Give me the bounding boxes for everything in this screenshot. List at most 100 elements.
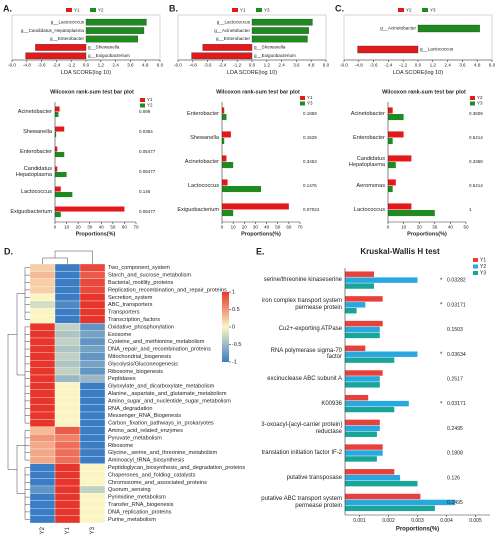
category-label: Enterobacter (19, 148, 52, 155)
bar (345, 376, 380, 382)
category-label: RNA polymerase sigma-70 factor (270, 347, 342, 361)
x-tick-label: 40 (264, 225, 270, 230)
bar (55, 112, 59, 118)
row-label: Peptidoglycan_biosynthesis_and_degradati… (108, 465, 245, 471)
colorbar-label: -1 (232, 359, 237, 365)
bar (388, 210, 435, 217)
bar (345, 283, 374, 289)
x-tick-label: 30 (253, 225, 259, 230)
colorbar (222, 292, 229, 362)
row-label: Alanine,_aspartate_and_glutamate_metabol… (108, 391, 227, 397)
heatmap-cell (29, 337, 56, 346)
x-axis-label: Proportions(%) (396, 527, 439, 533)
x-tick-label: -1.2 (399, 63, 407, 68)
category-label-box: Lactococcus (354, 207, 385, 213)
p-value: 0.05477 (139, 209, 156, 214)
lda-bar (85, 27, 145, 34)
bar (388, 186, 393, 193)
heatmap-cell (54, 278, 81, 287)
p-value: 0.146 (139, 189, 151, 194)
heatmap-cell (54, 323, 81, 331)
heatmap-cell (79, 271, 106, 279)
bar (345, 271, 374, 277)
x-tick-label: 4.8 (308, 63, 315, 68)
chart-title: Wilcoxon rank-sum test bar plot (50, 89, 134, 95)
heatmap-cell (29, 278, 56, 287)
x-tick-label: 40 (99, 225, 105, 230)
heatmap-cell (54, 441, 81, 450)
heatmap-cell (79, 441, 106, 450)
bar (55, 172, 67, 178)
p-value: 0.3368 (469, 159, 483, 164)
significance-marker: * (440, 401, 443, 407)
heatmap-cell (54, 300, 81, 309)
category-label-box: serine/threonine kinaseserine (264, 277, 342, 283)
legend-swatch (300, 96, 305, 100)
category-label: Cu2+-exporting ATPase (278, 326, 342, 333)
p-value: 0.1529 (303, 135, 317, 140)
heatmap-cell (54, 419, 81, 427)
row-label: Transporters (108, 310, 140, 316)
heatmap-cell (54, 367, 81, 376)
bar (345, 326, 380, 333)
row-label: Quorum_sensing (108, 487, 151, 493)
heatmap-cell (79, 411, 106, 420)
category-label: Acinetobacter (350, 110, 385, 117)
x-tick-label: 70 (297, 225, 303, 230)
category-label-box: 3-oxoacyl-[acyl-carrier protein] reducta… (261, 422, 342, 435)
bar (345, 382, 380, 388)
heatmap-cell (29, 330, 56, 339)
bar-label: g__Lactococcus (217, 19, 251, 24)
heatmap-cell (29, 367, 56, 376)
heatmap-cell (29, 463, 56, 472)
x-tick-label: 0 (221, 225, 224, 230)
category-label: excinuclease ABC subunit A (267, 375, 342, 382)
category-label: putative ABC transport system permease p… (261, 496, 342, 509)
x-tick-label: 30 (87, 225, 93, 230)
heatmap-cell (54, 448, 81, 457)
panel-label: D. (4, 246, 13, 256)
category-label: Aeromonas (356, 182, 385, 189)
row-label: Carbon_fixation_pathways_in_prokaryotes (108, 421, 214, 427)
heatmap-cell (29, 456, 56, 464)
category-label-box: Acinetobacter (350, 110, 385, 117)
bar (345, 456, 377, 462)
x-tick-label: 60 (122, 225, 128, 230)
column-label: Y3 (90, 526, 96, 534)
chart-title: Kruskal-Wallis H test (360, 247, 440, 256)
p-value: 1 (469, 207, 472, 212)
heatmap-cell (79, 374, 106, 383)
row-label: Starch_and_sucrose_metabolism (108, 273, 191, 279)
legend-label: Y1 (240, 8, 246, 13)
category-label-box: putative ABC transport system permease p… (261, 496, 342, 509)
heatmap-cell (29, 434, 56, 442)
row-label: Messenger_RNA_Biogenesis (108, 413, 181, 419)
category-label-box: Enterobacter (353, 135, 385, 141)
bar (55, 132, 57, 138)
heatmap-cell (54, 315, 81, 324)
x-tick-label: -6.0 (8, 63, 16, 68)
bar-label: g__Exiguobacterium (254, 53, 296, 58)
x-tick-label: -2.4 (218, 63, 226, 68)
p-value: 0.2495 (447, 426, 463, 432)
x-tick-label: 70 (133, 225, 139, 230)
significance-marker: * (440, 303, 443, 309)
dendrogram (42, 257, 68, 264)
bar (55, 146, 58, 152)
bar (345, 444, 383, 450)
heatmap-cell (54, 293, 81, 302)
heatmap-cell (54, 330, 81, 339)
x-tick-label: 0.002 (382, 518, 395, 524)
x-tick-label: 1.2 (264, 63, 271, 68)
heatmap-cell (79, 293, 106, 302)
x-tick-label: -3.6 (38, 63, 46, 68)
x-axis-label: Proportions(%) (241, 231, 281, 237)
x-tick-label: 2.4 (278, 63, 285, 68)
row-label: Peptidases (108, 376, 136, 382)
heatmap-cell (54, 500, 81, 509)
x-tick-label: 0.0 (415, 63, 422, 68)
row-label: Amino_sugar_and_nucleotide_sugar_metabol… (108, 398, 231, 404)
heatmap-cell (29, 315, 56, 324)
legend-swatch (398, 8, 404, 12)
legend-swatch (470, 101, 475, 106)
